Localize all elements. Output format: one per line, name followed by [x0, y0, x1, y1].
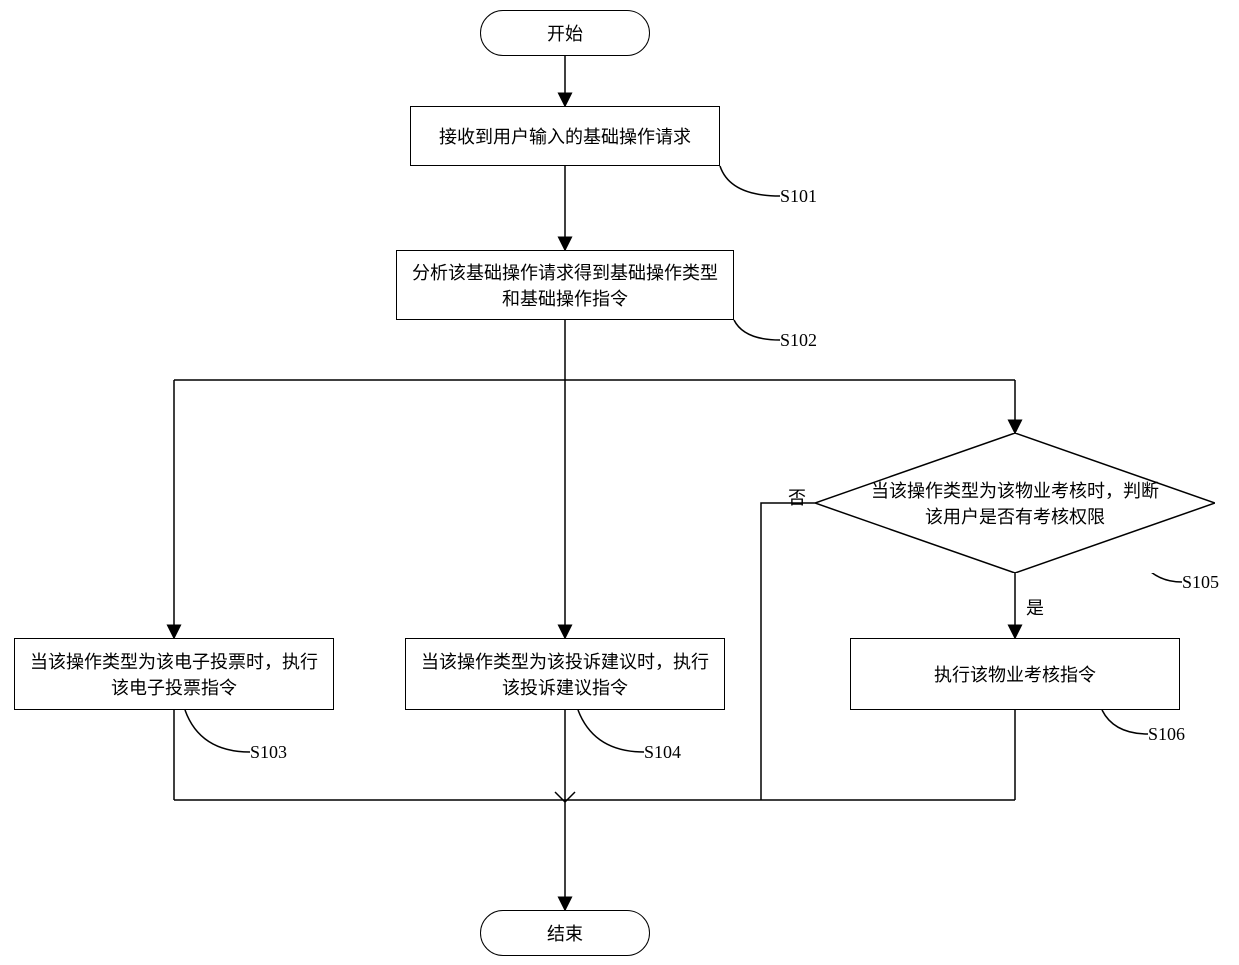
s102-tag: S102	[780, 330, 817, 351]
s104-tag: S104	[644, 742, 681, 763]
s106-text: 执行该物业考核指令	[934, 661, 1096, 687]
s102-node: 分析该基础操作请求得到基础操作类型和基础操作指令	[396, 250, 734, 320]
s101-tag: S101	[780, 186, 817, 207]
s105-text: 当该操作类型为该物业考核时，判断该用户是否有考核权限	[871, 477, 1159, 529]
s103-text: 当该操作类型为该电子投票时，执行该电子投票指令	[25, 648, 323, 700]
s102-text: 分析该基础操作请求得到基础操作类型和基础操作指令	[409, 259, 721, 311]
s103-node: 当该操作类型为该电子投票时，执行该电子投票指令	[14, 638, 334, 710]
s104-text: 当该操作类型为该投诉建议时，执行该投诉建议指令	[416, 648, 714, 700]
end-label: 结束	[547, 920, 583, 946]
start-label: 开始	[547, 20, 583, 46]
s101-node: 接收到用户输入的基础操作请求	[410, 106, 720, 166]
end-node: 结束	[480, 910, 650, 956]
s106-node: 执行该物业考核指令	[850, 638, 1180, 710]
s105-tag: S105	[1182, 572, 1219, 593]
s105-node: 当该操作类型为该物业考核时，判断该用户是否有考核权限	[815, 433, 1215, 573]
s101-text: 接收到用户输入的基础操作请求	[439, 123, 691, 149]
yes-label: 是	[1026, 594, 1044, 620]
no-label: 否	[788, 484, 806, 510]
start-node: 开始	[480, 10, 650, 56]
s104-node: 当该操作类型为该投诉建议时，执行该投诉建议指令	[405, 638, 725, 710]
s106-tag: S106	[1148, 724, 1185, 745]
s103-tag: S103	[250, 742, 287, 763]
